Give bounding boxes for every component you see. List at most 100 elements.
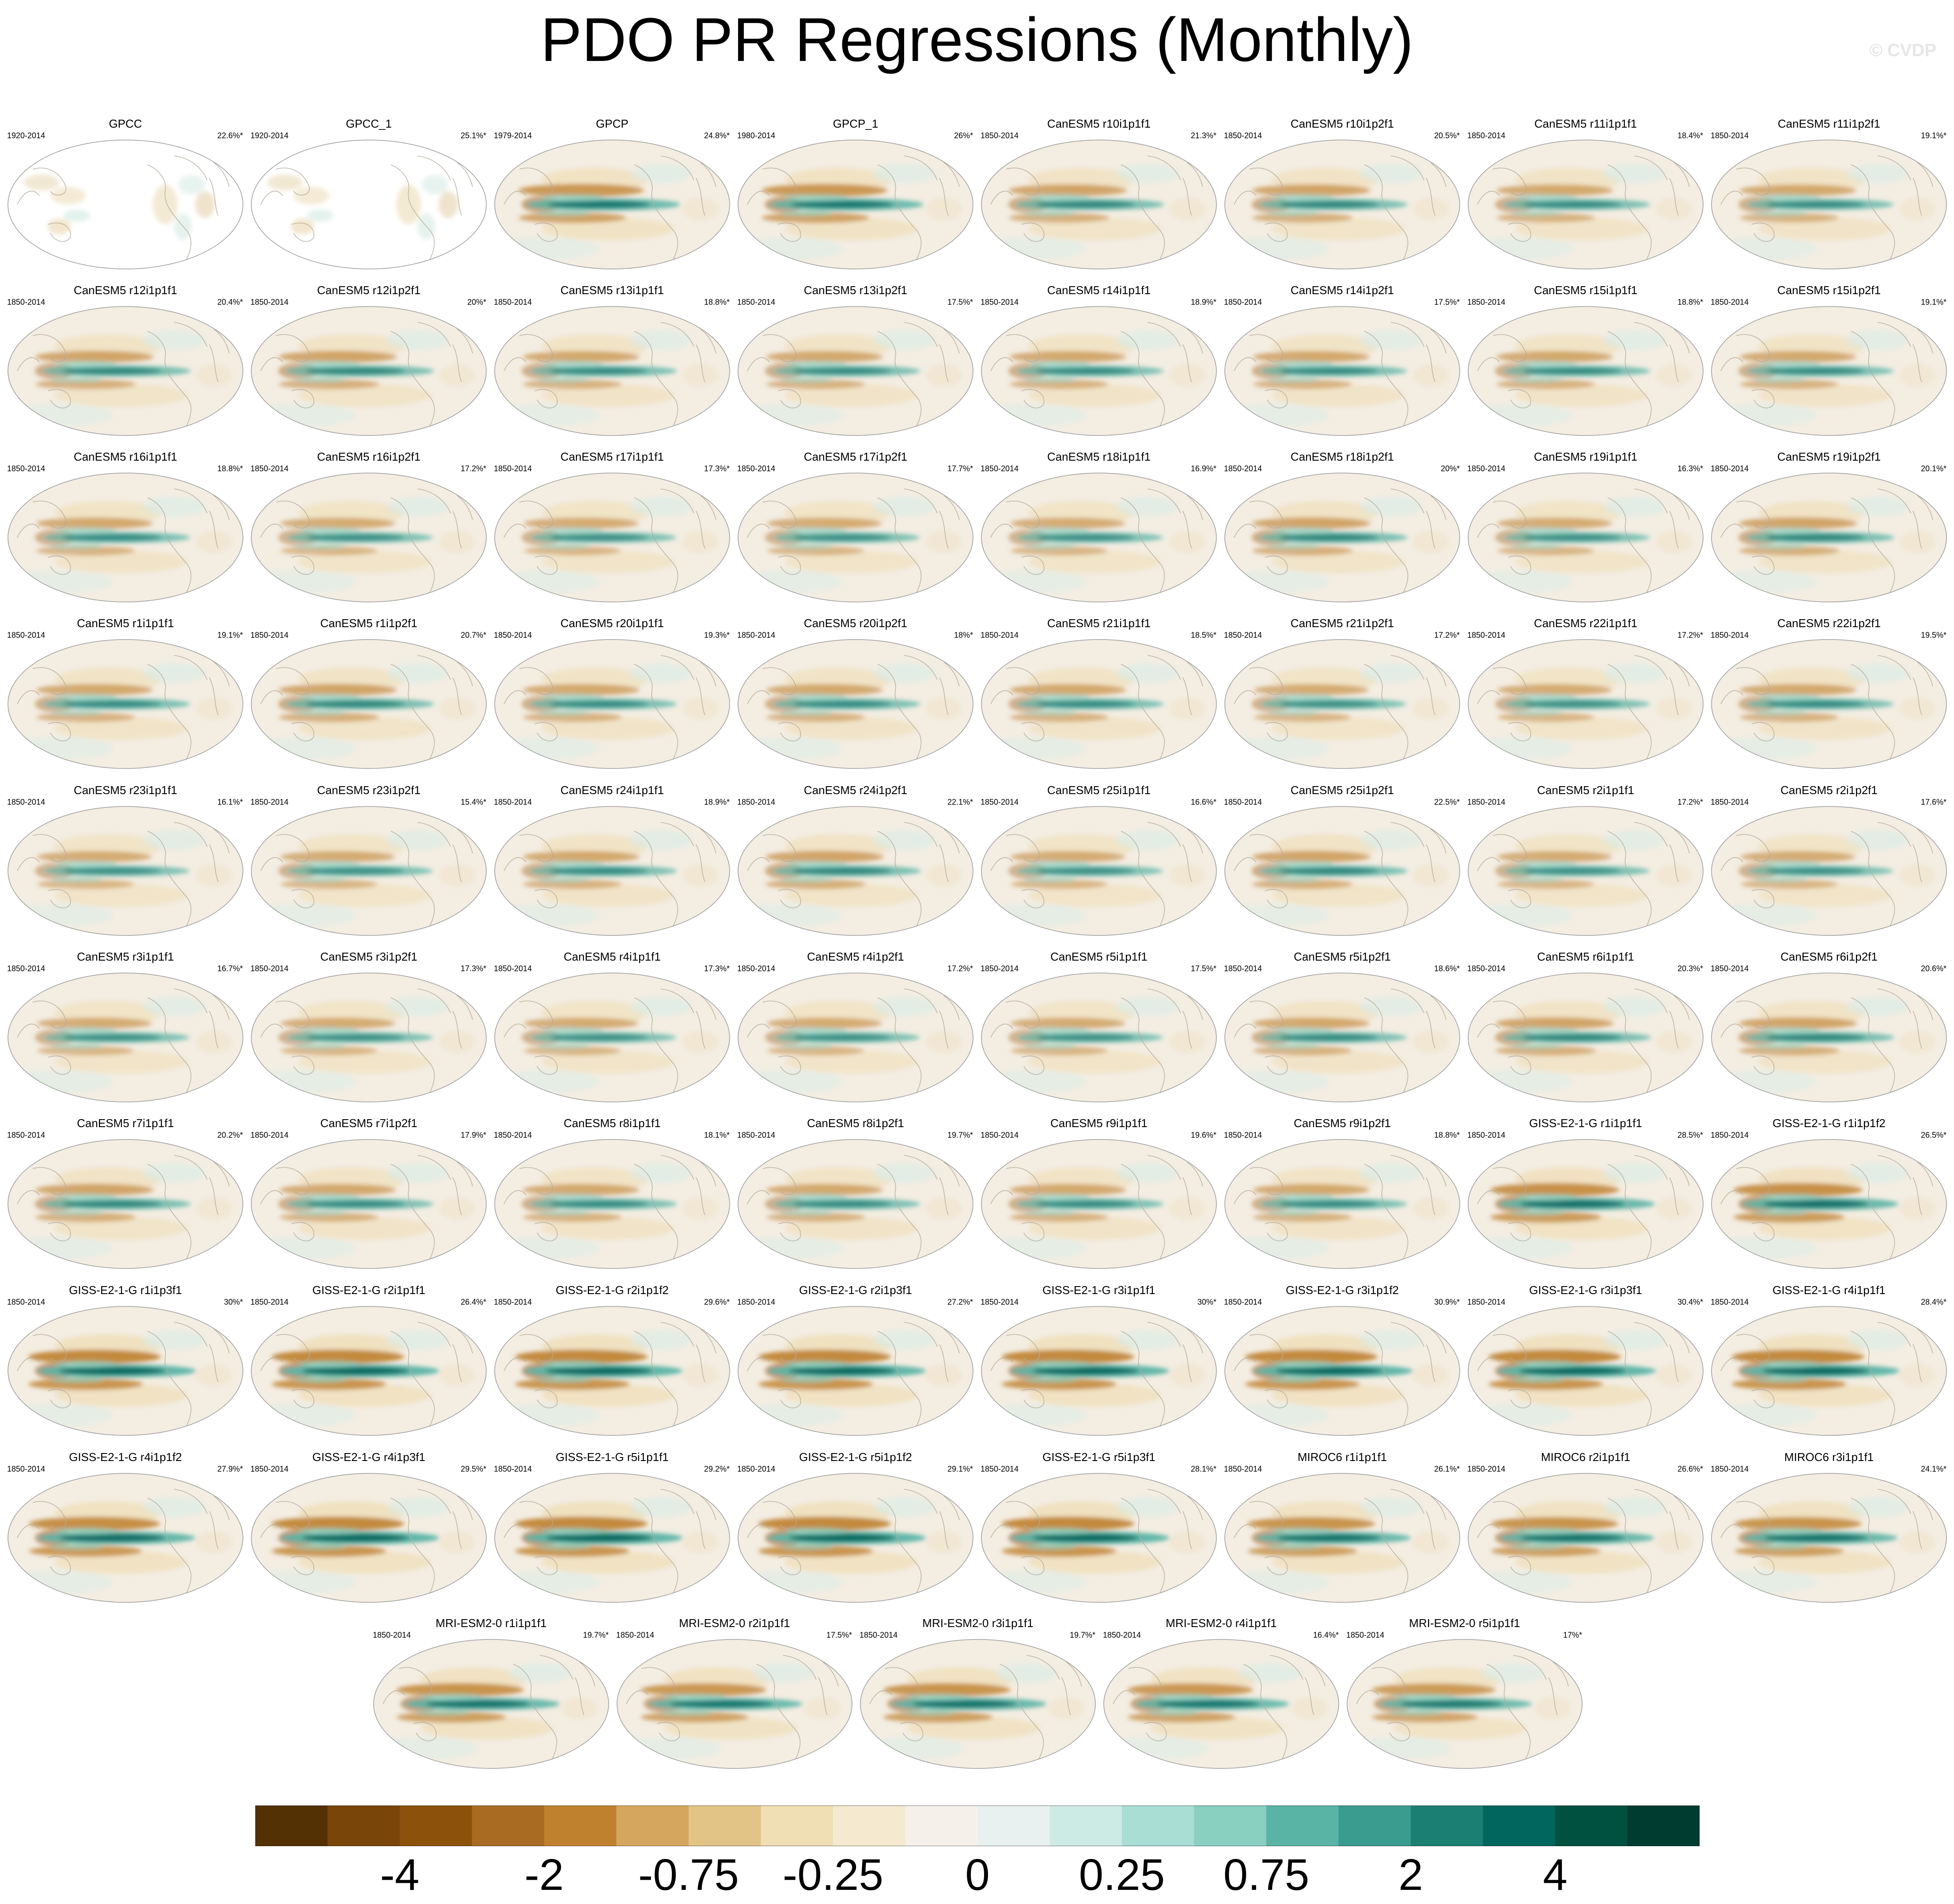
map-panel: GISS-E2-1-G r3i1p1f2 1850-2014 30.9%* [1223,1283,1462,1440]
panel-title: GISS-E2-1-G r2i1p3f1 [799,1283,912,1297]
colorbar-label: 0 [965,1850,990,1900]
map-field [494,1306,730,1436]
panel-title: CanESM5 r10i1p2f1 [1290,117,1394,130]
map-panel: GPCC_1 1920-2014 25.1%* [250,117,488,274]
panel-title: GISS-E2-1-G r5i1p1f2 [799,1450,912,1464]
map-field [981,639,1217,769]
map-field [251,806,487,936]
colorbar-swatch [689,1806,761,1846]
panel-variance-percent: 19.6%* [1190,1131,1216,1139]
map-field [251,1139,487,1269]
panel-variance-percent: 27.9%* [217,1465,243,1473]
panel-title: GPCP_1 [833,117,879,130]
panel-years: 1850-2014 [737,298,776,307]
watermark: © CVDP [1869,41,1936,60]
map-field [1468,473,1704,602]
panel-title: GPCC [109,117,142,130]
panel-years: 1850-2014 [981,798,1019,806]
panel-variance-percent: 19.7%* [1069,1631,1095,1639]
panel-years: 1850-2014 [250,464,289,473]
panel-years: 1850-2014 [1711,1298,1749,1306]
panel-title: GPCC_1 [345,117,392,130]
panel-title: CanESM5 r14i1p2f1 [1290,284,1394,297]
panel-variance-percent: 17.3%* [704,464,730,473]
panel-variance-percent: 18%* [954,631,973,640]
panel-variance-percent: 18.5%* [1190,631,1216,640]
panel-years: 1850-2014 [981,1131,1019,1139]
panel-title: CanESM5 r10i1p1f1 [1047,117,1151,130]
panel-years: 1850-2014 [7,1298,45,1306]
panel-title: CanESM5 r7i1p2f1 [320,1117,417,1130]
map-panel: CanESM5 r15i1p2f1 1850-2014 19.1%* [1710,284,1948,440]
panel-years: 1850-2014 [494,631,532,640]
map-panel: GISS-E2-1-G r2i1p1f1 1850-2014 26.4%* [250,1283,488,1440]
panel-title: GPCP [596,117,629,130]
panel-variance-percent: 19.7%* [583,1631,609,1639]
panel-title: MRI-ESM2-0 r3i1p1f1 [922,1616,1034,1630]
panel-variance-percent: 18.1%* [704,1131,730,1139]
panel-years: 1850-2014 [1224,631,1262,640]
map-panel: CanESM5 r19i1p1f1 1850-2014 16.3%* [1466,450,1705,607]
panel-title: CanESM5 r20i1p1f1 [560,617,664,630]
map-panel: CanESM5 r20i1p2f1 1850-2014 18%* [736,617,975,773]
map-panel: CanESM5 r3i1p2f1 1850-2014 17.3%* [250,950,488,1107]
panel-years: 1850-2014 [1711,1131,1749,1139]
panel-variance-percent: 17.2%* [947,964,973,973]
panel-years: 1850-2014 [981,298,1019,307]
panel-variance-percent: 16.6%* [1190,798,1216,806]
map-field [1711,140,1947,269]
panel-years: 1980-2014 [737,131,776,140]
map-field [8,1473,243,1603]
map-field [251,1473,487,1603]
map-field [981,806,1217,936]
map-field [1468,973,1704,1102]
map-field [981,473,1217,602]
panel-variance-percent: 20.3%* [1677,964,1703,973]
map-panel: MRI-ESM2-0 r3i1p1f1 1850-2014 19.7%* [859,1616,1097,1773]
panel-variance-percent: 29.2%* [704,1465,730,1473]
panel-years: 1850-2014 [1467,131,1506,140]
panel-variance-percent: 15.4%* [460,798,486,806]
panel-years: 1850-2014 [981,131,1019,140]
map-panel: CanESM5 r13i1p1f1 1850-2014 18.8%* [493,284,731,440]
panel-years: 1850-2014 [737,631,776,640]
panel-variance-percent: 19.5%* [1920,631,1946,640]
map-panel: CanESM5 r13i1p2f1 1850-2014 17.5%* [736,284,975,440]
map-field [1468,639,1704,769]
panel-title: CanESM5 r19i1p2f1 [1777,450,1881,463]
panel-title: CanESM5 r9i1p2f1 [1294,1117,1391,1130]
panel-years: 1850-2014 [1711,631,1749,640]
panel-title: CanESM5 r14i1p1f1 [1047,284,1151,297]
panel-years: 1850-2014 [860,1631,898,1639]
panel-variance-percent: 17.2%* [1677,798,1703,806]
panel-title: CanESM5 r16i1p2f1 [317,450,421,463]
panel-title: GISS-E2-1-G r4i1p1f2 [69,1450,182,1464]
colorbar-swatch [977,1806,1050,1846]
map-panel: CanESM5 r14i1p1f1 1850-2014 18.9%* [980,284,1218,440]
panel-variance-percent: 20.4%* [217,298,243,307]
panel-title: CanESM5 r4i1p1f1 [564,950,661,963]
map-field [1711,1306,1947,1436]
panel-variance-percent: 29.1%* [947,1465,973,1473]
panel-variance-percent: 22.1%* [947,798,973,806]
map-panel: CanESM5 r11i1p2f1 1850-2014 19.1%* [1710,117,1948,274]
panel-variance-percent: 18.9%* [1190,298,1216,307]
panel-years: 1850-2014 [737,1298,776,1306]
panel-title: CanESM5 r5i1p2f1 [1294,950,1391,963]
panel-years: 1850-2014 [494,298,532,307]
panel-title: CanESM5 r19i1p1f1 [1534,450,1638,463]
panel-variance-percent: 20%* [1440,464,1460,473]
panel-years: 1850-2014 [250,798,289,806]
panel-variance-percent: 30.4%* [1677,1298,1703,1306]
map-field [981,973,1217,1102]
map-field [738,306,973,436]
colorbar-label: 0.75 [1223,1850,1310,1900]
colorbar-label: -4 [380,1850,420,1900]
map-panel: CanESM5 r17i1p1f1 1850-2014 17.3%* [493,450,731,607]
map-panel: GPCP_1 1980-2014 26%* [736,117,975,274]
map-field [8,140,243,269]
panel-title: MRI-ESM2-0 r1i1p1f1 [435,1616,547,1630]
panel-variance-percent: 17.3%* [704,964,730,973]
map-panel: MIROC6 r1i1p1f1 1850-2014 26.1%* [1223,1450,1462,1607]
panel-years: 1850-2014 [981,1298,1019,1306]
